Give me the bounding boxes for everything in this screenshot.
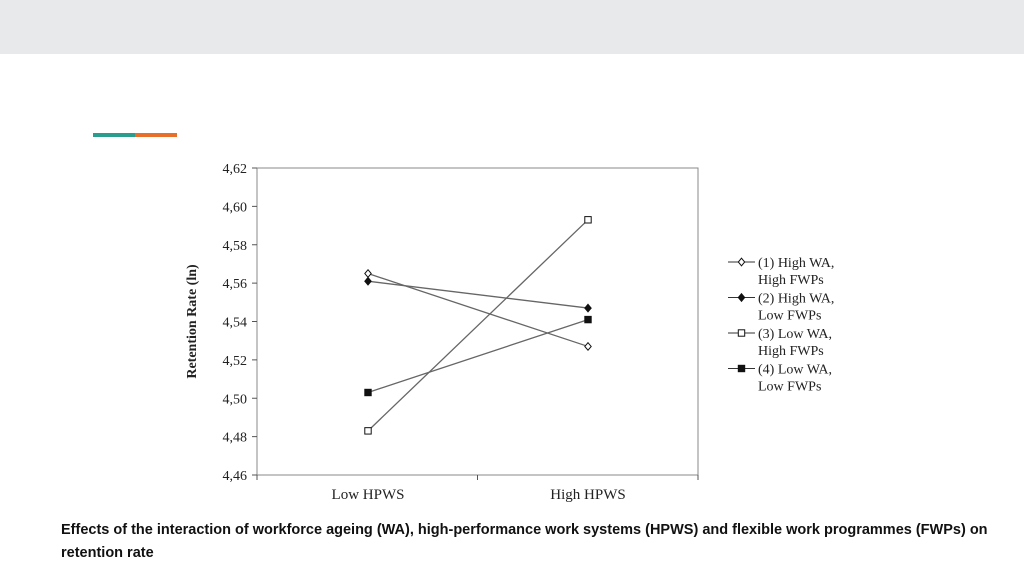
y-tick-label: 4,46	[223, 469, 248, 484]
accent-bar-teal	[93, 133, 135, 137]
y-tick-label: 4,60	[223, 200, 248, 215]
legend-label: High FWPs	[758, 344, 824, 359]
series-1-point	[584, 341, 592, 352]
series-1-line	[367, 272, 589, 348]
y-tick-label: 4,48	[223, 431, 248, 446]
series-3-point	[584, 216, 592, 224]
series-4-point	[364, 388, 372, 397]
legend-label: Low FWPs	[758, 309, 821, 324]
y-tick-label: 4,52	[223, 354, 248, 369]
accent-bar	[93, 133, 177, 137]
series-2-line	[367, 280, 589, 309]
series-4-point	[584, 315, 592, 324]
series-4-line	[367, 318, 589, 394]
x-tick-label: High HPWS	[550, 487, 625, 503]
legend-label: (3) Low WA,	[758, 327, 832, 342]
legend-label: (4) Low WA,	[758, 363, 832, 378]
y-tick-label: 4,62	[223, 162, 248, 177]
legend-marker	[737, 364, 746, 373]
y-tick-label: 4,56	[223, 277, 248, 292]
legend-marker	[737, 257, 746, 267]
legend-marker	[737, 292, 746, 303]
accent-bar-orange	[135, 133, 177, 137]
legend-label: Low FWPs	[758, 380, 821, 395]
y-tick-label: 4,50	[223, 392, 248, 407]
series-3-line	[367, 219, 589, 432]
y-tick-label: 4,58	[223, 239, 248, 254]
y-axis-label: Retention Rate (ln)	[185, 264, 200, 379]
legend-label: (2) High WA,	[758, 292, 834, 307]
top-band	[0, 0, 1024, 54]
interaction-chart: 4,46 4,48 4,50 4,52 4,54 4,56 4,58 4,60 4,62 Low …	[185, 162, 834, 503]
plot-frame	[256, 167, 699, 476]
legend-label: (1) High WA,	[758, 256, 834, 271]
x-tick-label: Low HPWS	[332, 487, 405, 503]
series-2-point	[584, 303, 592, 313]
figure-caption: Effects of the interaction of workforce …	[61, 522, 988, 561]
legend-marker	[737, 329, 746, 337]
series-2-point	[364, 276, 372, 286]
series-1-point	[364, 268, 372, 279]
y-tick-label: 4,54	[223, 316, 248, 331]
series-3-point	[364, 427, 372, 435]
legend-label: High FWPs	[758, 273, 824, 288]
